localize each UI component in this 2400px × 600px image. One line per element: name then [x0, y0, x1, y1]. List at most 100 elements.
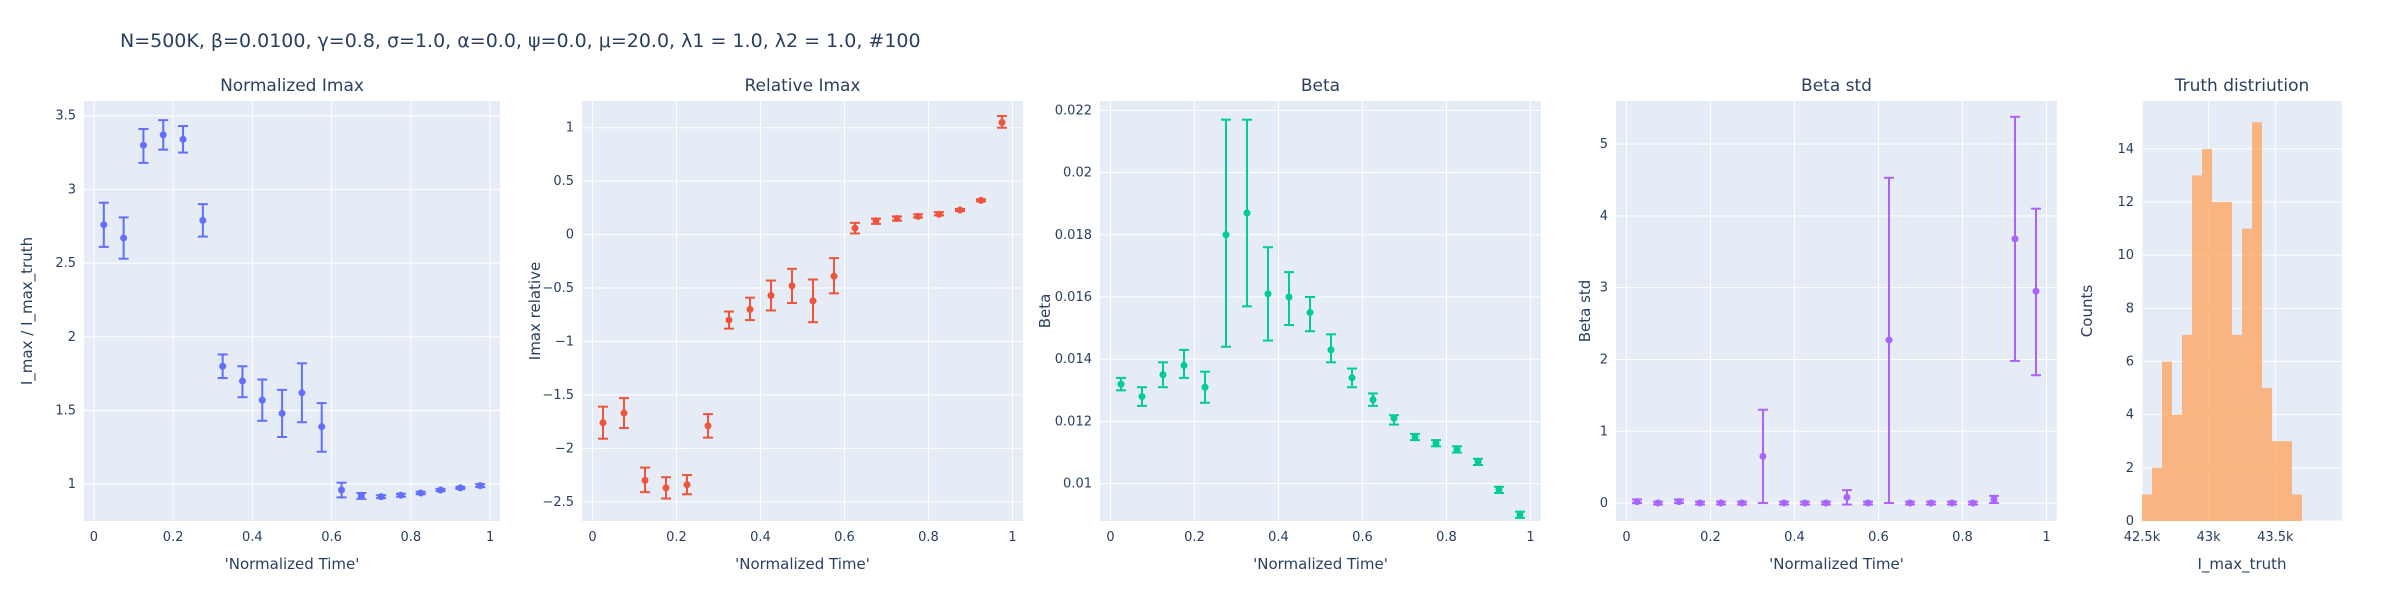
histogram-bar [2182, 334, 2192, 521]
subplot-title: Beta [1301, 76, 1340, 96]
data-point [914, 212, 922, 220]
data-point [1906, 499, 1914, 507]
data-point [1864, 499, 1872, 507]
x-tick-label: 0.6 [1868, 530, 1889, 545]
data-point [1159, 371, 1167, 379]
data-point [397, 491, 405, 499]
histogram-bar [2212, 202, 2222, 521]
data-point [1885, 336, 1893, 344]
x-axis-title: 'Normalized Time' [1253, 555, 1388, 573]
data-point [935, 210, 943, 218]
data-point [1117, 380, 1125, 388]
data-point [1843, 493, 1851, 501]
data-point [238, 377, 246, 385]
data-point [179, 135, 187, 143]
data-point [1327, 346, 1335, 354]
data-point [1474, 458, 1482, 466]
y-tick-label: −2 [555, 441, 574, 456]
data-point [1738, 499, 1746, 507]
histogram-bar [2242, 228, 2252, 521]
data-point [120, 234, 128, 242]
x-tick-label: 0.2 [666, 530, 687, 545]
histogram-bar [2272, 441, 2282, 521]
data-point [662, 484, 670, 492]
y-tick-label: −2.5 [542, 495, 574, 510]
data-point [1369, 396, 1377, 404]
x-tick-label: 0 [1106, 530, 1114, 545]
y-tick-label: 10 [2117, 248, 2134, 263]
x-tick-label: 0.6 [834, 530, 855, 545]
histogram-bar [2282, 441, 2292, 521]
y-axis-title: Imax relative [526, 262, 544, 360]
data-point [338, 486, 346, 494]
data-point [809, 297, 817, 305]
y-tick-label: −0.5 [542, 281, 574, 296]
x-tick-label: 0.4 [1784, 530, 1805, 545]
data-point [956, 206, 964, 214]
subplot-title: Beta std [1801, 76, 1872, 96]
data-point [788, 282, 796, 290]
data-point [851, 224, 859, 232]
y-tick-label: 0 [1600, 496, 1608, 511]
data-point [1759, 452, 1767, 460]
x-tick-label: 1 [1526, 530, 1534, 545]
y-tick-label: 0.016 [1055, 290, 1092, 305]
y-tick-label: 0.014 [1055, 352, 1092, 367]
x-tick-label: 42.5k [2124, 530, 2161, 545]
data-point [1222, 231, 1230, 239]
data-point [1948, 499, 1956, 507]
data-point [1348, 374, 1356, 382]
data-point [1390, 414, 1398, 422]
subplot-title: Truth distriution [2174, 76, 2310, 96]
data-point [1675, 498, 1683, 506]
data-point [767, 292, 775, 300]
data-point [1432, 439, 1440, 447]
data-point [159, 131, 167, 139]
data-point [417, 489, 425, 497]
data-point [1138, 393, 1146, 401]
x-tick-label: 0.2 [1184, 530, 1205, 545]
x-tick-label: 0.2 [1700, 530, 1721, 545]
x-tick-label: 0.8 [918, 530, 939, 545]
y-tick-label: 4 [1600, 209, 1608, 224]
data-point [746, 305, 754, 313]
y-tick-label: 1 [1600, 424, 1608, 439]
x-tick-label: 0.8 [401, 530, 422, 545]
x-tick-label: 0.4 [750, 530, 771, 545]
y-tick-label: 0.5 [553, 174, 574, 189]
data-point [318, 423, 326, 431]
histogram-bar [2152, 467, 2162, 521]
histogram-bar [2232, 334, 2242, 521]
data-point [998, 118, 1006, 126]
data-point [1696, 499, 1704, 507]
data-point [1243, 209, 1251, 217]
histogram-bar [2162, 361, 2172, 521]
data-point [1453, 445, 1461, 453]
subplot-4: 0 1 2 3 4 5 0 0.2 0.4 0.6 0.8 1 Beta std 'Normalized … [1576, 76, 2057, 573]
x-tick-label: 1 [486, 530, 494, 545]
y-tick-label: 0.018 [1055, 228, 1092, 243]
data-point [1411, 433, 1419, 441]
y-tick-label: 14 [2117, 142, 2134, 157]
y-tick-label: 0.02 [1063, 166, 1092, 181]
subplot-title: Normalized Imax [220, 76, 364, 96]
data-point [1516, 511, 1524, 519]
x-axis-title: 'Normalized Time' [225, 555, 360, 573]
x-tick-label: 0.4 [242, 530, 263, 545]
data-point [1780, 499, 1788, 507]
subplot-3: 0.01 0.012 0.014 0.016 0.018 0.02 0.022 0 0.2 0.4… [1036, 76, 1541, 573]
y-tick-label: 1 [68, 477, 76, 492]
y-tick-label: 4 [2126, 408, 2134, 423]
y-tick-label: 6 [2126, 355, 2134, 370]
data-point [704, 422, 712, 430]
x-axis-title: 'Normalized Time' [1769, 555, 1904, 573]
y-tick-label: 3 [1600, 281, 1608, 296]
plot-background [1616, 101, 2057, 521]
data-point [298, 389, 306, 397]
data-point [2011, 235, 2019, 243]
data-point [1180, 361, 1188, 369]
x-tick-label: 0 [90, 530, 98, 545]
data-point [278, 409, 286, 417]
y-tick-label: 3.5 [55, 109, 76, 124]
